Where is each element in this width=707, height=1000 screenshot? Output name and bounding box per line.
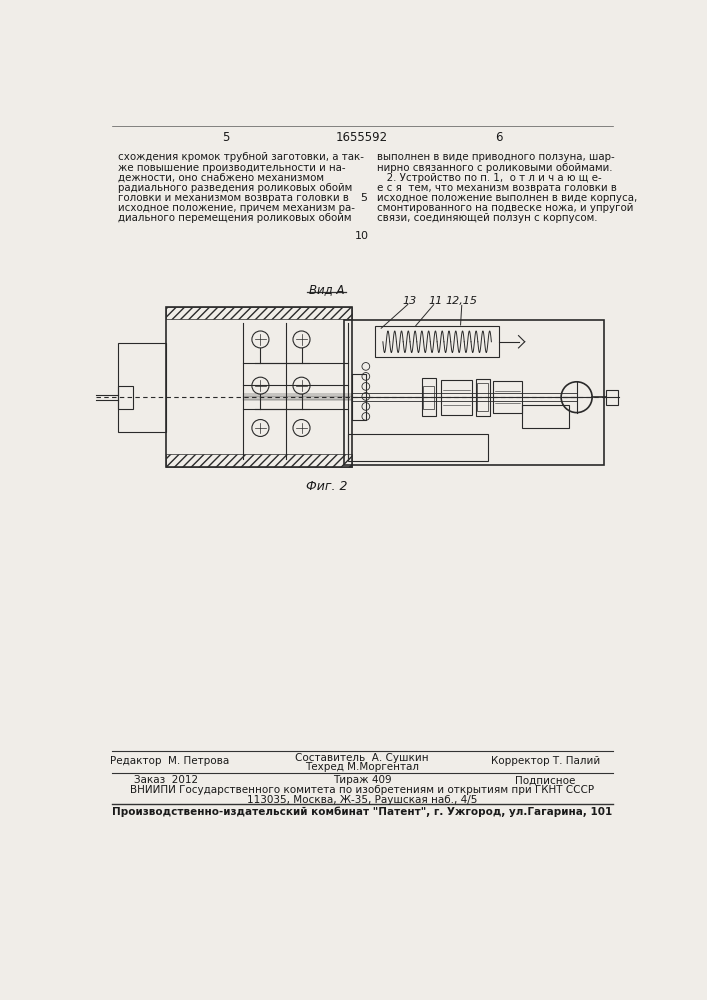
Text: исходное положение выполнен в виде корпуса,: исходное положение выполнен в виде корпу… [378,193,638,203]
Text: Редактор  М. Петрова: Редактор М. Петрова [110,756,229,766]
Bar [522,405,569,428]
Text: 5: 5 [360,193,367,203]
Text: схождения кромок трубной заготовки, а так-: схождения кромок трубной заготовки, а та… [118,152,364,162]
Text: выполнен в виде приводного ползуна, шар-: выполнен в виде приводного ползуна, шар- [378,152,615,162]
Text: 5: 5 [222,131,229,144]
Text: нирно связанного с роликовыми обоймами.: нирно связанного с роликовыми обоймами. [378,163,613,173]
Text: Фиг. 2: Фиг. 2 [305,480,347,493]
Text: Тираж 409: Тираж 409 [332,775,391,785]
Bar [493,381,522,413]
Text: 2. Устройство по п. 1,  о т л и ч а ю щ е-: 2. Устройство по п. 1, о т л и ч а ю щ е… [378,173,602,183]
Text: исходное положение, причем механизм ра-: исходное положение, причем механизм ра- [118,203,355,213]
Bar [476,379,490,416]
Text: 1655592: 1655592 [336,131,388,144]
Text: 6: 6 [496,131,503,144]
Text: Составитель  А. Сушкин: Составитель А. Сушкин [295,753,428,763]
Bar [166,307,352,466]
Text: дежности, оно снабжено механизмом: дежности, оно снабжено механизмом [118,173,324,183]
Text: е с я  тем, что механизм возврата головки в: е с я тем, что механизм возврата головки… [378,183,617,193]
Bar [166,307,352,319]
Text: Заказ  2012: Заказ 2012 [134,775,198,785]
Text: Подписное: Подписное [515,775,575,785]
Bar [166,454,352,467]
Text: же повышение производительности и на-: же повышение производительности и на- [118,163,346,173]
Text: диального перемещения роликовых обойм: диального перемещения роликовых обойм [118,213,351,223]
Bar [421,378,436,416]
Text: 113035, Москва, Ж-35, Раушская наб., 4/5: 113035, Москва, Ж-35, Раушская наб., 4/5 [247,795,477,805]
Text: смонтированного на подвеске ножа, и упругой: смонтированного на подвеске ножа, и упру… [378,203,633,213]
Bar [477,383,489,411]
Text: головки и механизмом возврата головки в: головки и механизмом возврата головки в [118,193,349,203]
Bar [344,320,604,465]
Text: 10: 10 [355,231,369,241]
Bar [118,386,134,409]
Bar [375,326,499,357]
Text: 12,15: 12,15 [446,296,478,306]
Text: 11: 11 [428,296,443,306]
Text: 13: 13 [403,296,417,306]
Bar [352,374,366,420]
Text: Вид А: Вид А [308,283,344,296]
Text: Производственно-издательский комбинат "Патент", г. Ужгород, ул.Гагарина, 101: Производственно-издательский комбинат "П… [112,807,612,817]
Bar [606,389,619,405]
Bar [348,434,488,461]
Bar [118,343,166,432]
Text: Корректор Т. Палий: Корректор Т. Палий [491,756,600,766]
Bar [423,386,434,409]
Text: связи, соединяющей ползун с корпусом.: связи, соединяющей ползун с корпусом. [378,213,598,223]
Bar [441,380,472,415]
Text: Техред М.Моргентал: Техред М.Моргентал [305,762,419,772]
Text: радиального разведения роликовых обойм: радиального разведения роликовых обойм [118,183,352,193]
Text: ВНИИПИ Государственного комитета по изобретениям и открытиям при ГКНТ СССР: ВНИИПИ Государственного комитета по изоб… [130,785,594,795]
